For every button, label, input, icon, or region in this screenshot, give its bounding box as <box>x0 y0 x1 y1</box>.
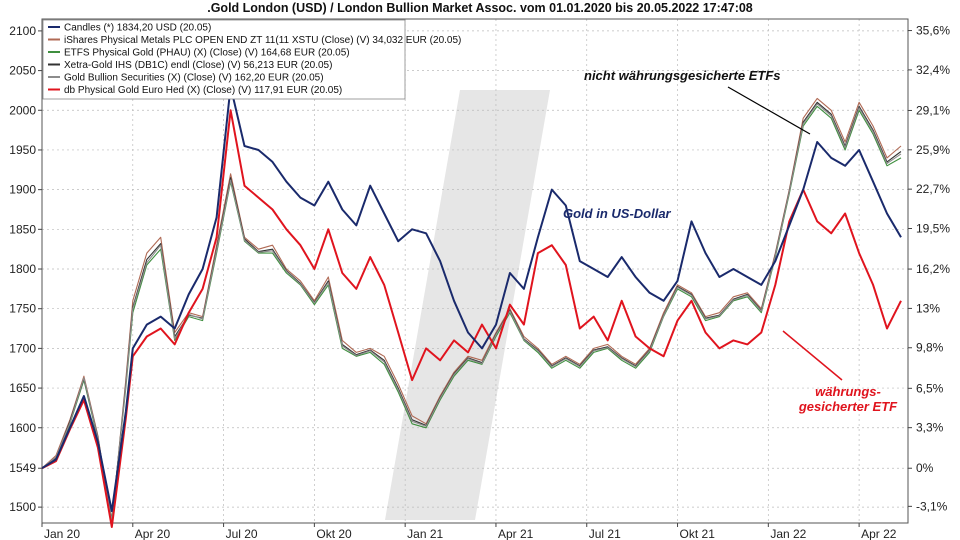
grid <box>41 19 908 523</box>
x-tick-label: Jan 22 <box>770 527 806 540</box>
watermark-logo <box>385 90 550 520</box>
x-tick-label: Jan 21 <box>407 527 443 540</box>
y-right-tick-label: 29,1% <box>916 103 950 117</box>
x-tick-label: Okt 20 <box>316 527 352 540</box>
series-line-5 <box>41 109 902 528</box>
legend-entry: Xetra-Gold IHS (DB1C) endl (Close) (V) 5… <box>64 60 332 71</box>
y-left-tick-label: 1600 <box>9 421 36 435</box>
y-left-tick-label: 1850 <box>9 222 36 236</box>
y-left-tick-label: 1900 <box>9 183 36 197</box>
legend-entry: Gold Bullion Securities (X) (Close) (V) … <box>64 73 324 84</box>
y-right-tick-label: 6,5% <box>916 381 944 395</box>
x-tick-label: Apr 20 <box>135 527 171 540</box>
series-line-0 <box>41 85 902 513</box>
y-right-tick-label: 13% <box>916 301 940 315</box>
y-right-tick-label: 25,9% <box>916 143 950 157</box>
y-left-tick-label: 1650 <box>9 381 36 395</box>
hedged-pointer-line <box>782 330 843 381</box>
annotations: nicht währungsgesicherte ETFs Gold in US… <box>563 68 898 414</box>
y-right-tick-label: 0% <box>916 461 934 475</box>
legend: Candles (*) 1834,20 USD (20.05)iShares P… <box>42 19 461 100</box>
x-tick-label: Jul 21 <box>589 527 621 540</box>
plot-frame <box>41 18 909 524</box>
y-axis-left: 1500 1549 1600 1650 1700 1750 1800 1850 1900 1950… <box>9 24 42 514</box>
y-left-tick-label: 1549 <box>9 461 36 475</box>
x-tick-label: Jan 20 <box>44 527 80 540</box>
legend-entry: Candles (*) 1834,20 USD (20.05) <box>64 23 211 34</box>
y-left-tick-label: 1800 <box>9 262 36 276</box>
etf-pointer-line <box>727 86 811 135</box>
series-line-4 <box>41 103 902 522</box>
y-left-tick-label: 2050 <box>9 64 36 78</box>
annotation-hedged-line2: gesicherter ETF <box>798 399 898 414</box>
y-right-tick-label: 3,3% <box>916 421 944 435</box>
y-axis-right: 35,6% 32,4% 29,1% 25,9% 22,7% 19,5% 16,2% 13% 9,… <box>908 24 950 513</box>
legend-box <box>42 19 406 100</box>
y-left-tick-label: 1700 <box>9 341 36 355</box>
y-left-tick-label: 2000 <box>9 103 36 117</box>
legend-entry: ETFS Physical Gold (PHAU) (X) (Close) (V… <box>64 48 350 59</box>
legend-entry: iShares Physical Metals PLC OPEN END ZT … <box>64 35 461 46</box>
y-left-tick-label: 1500 <box>9 500 36 514</box>
series-lines <box>41 85 902 528</box>
y-left-tick-label: 1750 <box>9 302 36 316</box>
annotation-unhedged-etfs: nicht währungsgesicherte ETFs <box>584 68 781 83</box>
y-left-tick-label: 1950 <box>9 143 36 157</box>
y-right-tick-label: 19,5% <box>916 221 950 235</box>
annotation-gold-usd: Gold in US-Dollar <box>563 206 672 221</box>
x-tick-label: Apr 22 <box>861 527 897 540</box>
legend-entry: db Physical Gold Euro Hed (X) (Close) (V… <box>64 85 342 96</box>
x-axis: Jan 20 Apr 20 Jul 20 Okt 20 Jan 21 Apr 21 Jul … <box>41 523 897 540</box>
y-right-tick-label: 35,6% <box>916 24 950 38</box>
y-right-tick-label: 9,8% <box>916 341 944 355</box>
series-line-1 <box>41 97 902 524</box>
x-tick-label: Okt 21 <box>680 527 716 540</box>
annotation-hedged-line1: währungs- <box>815 384 881 399</box>
y-left-tick-label: 2100 <box>9 24 36 38</box>
y-right-tick-label: 32,4% <box>916 63 950 77</box>
x-tick-label: Jul 20 <box>226 527 258 540</box>
chart-title: .Gold London (USD) / London Bullion Mark… <box>207 1 753 15</box>
x-tick-label: Apr 21 <box>498 527 534 540</box>
y-right-tick-label: 22,7% <box>916 182 950 196</box>
y-right-tick-label: -3,1% <box>916 499 948 513</box>
y-right-tick-label: 16,2% <box>916 262 950 276</box>
